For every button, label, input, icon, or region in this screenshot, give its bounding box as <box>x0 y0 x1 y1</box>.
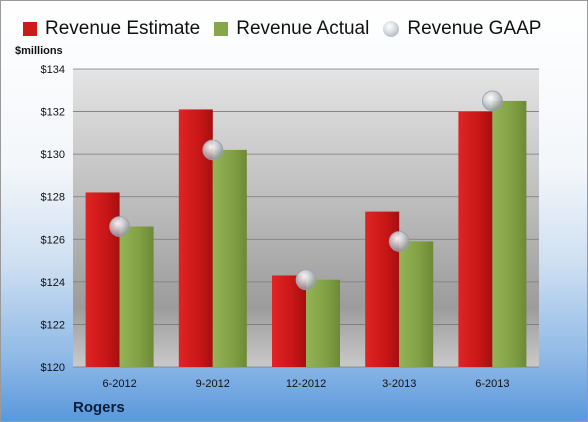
marker-revenue-gaap <box>481 90 503 112</box>
bar-revenue-actual <box>399 241 434 367</box>
x-axis-tick-labels: 6-2012 9-2012 12-2012 3-2013 6-2013 <box>102 378 509 390</box>
legend: Revenue Estimate Revenue Actual Revenue … <box>23 15 555 43</box>
y-tick-label: $130 <box>41 149 65 161</box>
bar-revenue-estimate <box>272 275 306 367</box>
legend-label-actual: Revenue Actual <box>236 18 370 39</box>
marker-revenue-gaap <box>295 269 317 291</box>
y-tick-label: $124 <box>41 277 65 289</box>
bar-revenue-actual <box>492 100 527 367</box>
legend-label-estimate: Revenue Estimate <box>45 18 201 39</box>
legend-item-estimate: Revenue Estimate <box>23 18 200 40</box>
y-tick-label: $128 <box>41 192 65 204</box>
y-tick-label: $120 <box>41 362 65 374</box>
legend-swatch-estimate <box>23 22 37 36</box>
y-tick-label: $134 <box>41 64 65 76</box>
marker-revenue-gaap <box>388 231 410 252</box>
x-tick-label: 6-2012 <box>102 378 136 390</box>
x-tick-label: 12-2012 <box>286 378 326 390</box>
company-name: Rogers <box>73 399 125 416</box>
gaap-markers <box>109 90 503 291</box>
legend-marker-gaap <box>383 21 400 37</box>
y-tick-label: $122 <box>41 319 65 331</box>
marker-revenue-gaap <box>202 139 224 161</box>
x-tick-label: 3-2013 <box>382 378 416 390</box>
legend-swatch-actual <box>214 22 229 36</box>
bars <box>85 100 527 367</box>
y-axis-unit-label: $millions <box>15 45 63 57</box>
y-axis-tick-labels: $120 $122 $124 $126 $128 $130 $132 $134 <box>41 64 65 374</box>
marker-revenue-gaap <box>109 216 130 237</box>
legend-item-actual: Revenue Actual <box>214 18 369 40</box>
x-tick-label: 9-2012 <box>196 378 230 390</box>
legend-item-gaap: Revenue GAAP <box>383 18 541 40</box>
bar-revenue-actual <box>306 279 340 367</box>
x-tick-label: 6-2013 <box>475 378 509 390</box>
bar-revenue-actual <box>119 226 154 367</box>
legend-label-gaap: Revenue GAAP <box>407 18 542 39</box>
bar-revenue-estimate <box>458 111 493 367</box>
bar-revenue-actual <box>212 149 247 367</box>
y-tick-label: $132 <box>41 107 65 119</box>
y-tick-label: $126 <box>41 234 65 246</box>
